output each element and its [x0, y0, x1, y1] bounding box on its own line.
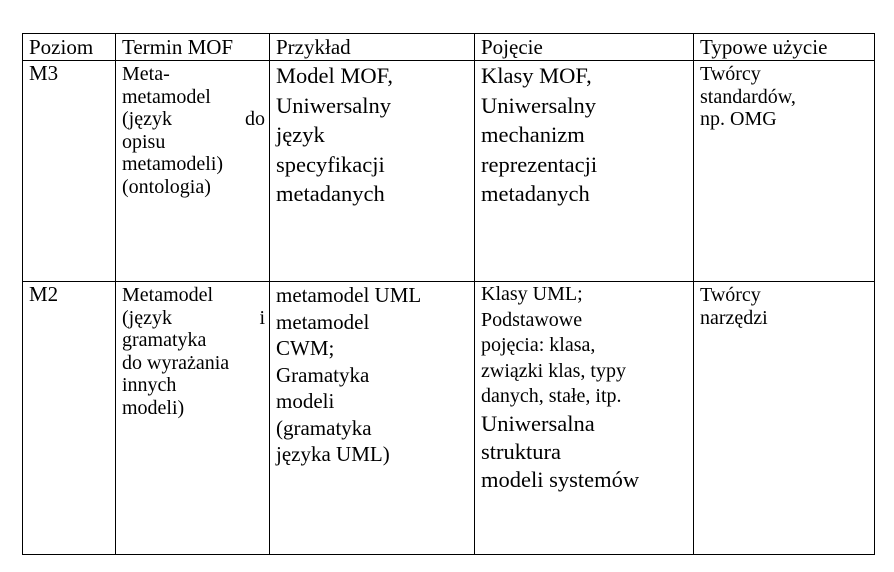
example-line: język: [276, 122, 325, 147]
usage-line: Twórcy: [700, 284, 761, 306]
table-row-m2: M2 Metamodel (język i gramatyka do wyraża…: [22, 281, 875, 555]
term-line: gramatyka: [122, 329, 207, 351]
concept-line: Uniwersalny: [481, 92, 596, 118]
concept-cell: Klasy UML; Podstawowe pojęcia: klasa, zw…: [474, 281, 694, 555]
table-row-m3: M3 Meta- metamodel (język do opisu metamo…: [22, 60, 875, 282]
term-line: (ontologia): [122, 175, 211, 198]
term-word: (język: [122, 306, 172, 329]
term-line: metamodeli): [122, 153, 224, 175]
header-row: Poziom Termin MOF Przykład Pojęcie Typow…: [22, 33, 875, 61]
concept-line: modeli systemów: [481, 466, 640, 492]
example-line: Model MOF,: [276, 63, 393, 88]
usage-cell: Twórcy standardów, np. OMG: [693, 60, 875, 282]
example-line: modeli: [276, 389, 335, 413]
example-line: metadanych: [276, 181, 385, 206]
example-line: języka UML): [276, 442, 390, 466]
term-line: metamodel: [122, 85, 211, 108]
concept-line: reprezentacji: [481, 151, 598, 177]
header-termin-mof: Termin MOF: [115, 33, 270, 61]
usage-cell: Twórcy narzędzi: [693, 281, 875, 555]
term-line: modeli): [122, 396, 185, 419]
term-word: (język: [122, 108, 172, 130]
example-line: Uniwersalny: [276, 92, 391, 118]
usage-line: narzędzi: [700, 306, 768, 329]
term-cell: Metamodel (język i gramatyka do wyrażania…: [115, 281, 270, 555]
concept-line: danych, stałe, itp.: [481, 385, 622, 407]
header-pojecie: Pojęcie: [474, 33, 694, 61]
usage-line: Twórcy: [700, 63, 761, 85]
term-word: i: [259, 306, 265, 329]
term-line: opisu: [122, 130, 166, 153]
header-typowe-uzycie: Typowe użycie: [693, 33, 875, 61]
example-line: specyfikacji: [276, 151, 385, 177]
usage-line: np. OMG: [700, 108, 777, 130]
concept-line: Uniwersalna: [481, 410, 595, 436]
term-line: (język i: [122, 307, 265, 330]
level-cell: M3: [22, 60, 116, 282]
example-cell: metamodel UML metamodel CWM; Gramatyka m…: [269, 281, 475, 555]
concept-line: Klasy MOF,: [481, 63, 592, 88]
term-line: innych: [122, 374, 177, 396]
term-cell: Meta- metamodel (język do opisu metamodel…: [115, 60, 270, 282]
concept-line: związki klas, typy: [481, 359, 626, 382]
usage-line: standardów,: [700, 85, 796, 108]
term-line: Metamodel: [122, 284, 214, 306]
term-line: (język do: [122, 108, 265, 131]
mof-levels-table: Poziom Termin MOF Przykład Pojęcie Typow…: [22, 33, 875, 555]
term-line: do wyrażania: [122, 351, 230, 374]
example-line: metamodel: [276, 309, 370, 334]
concept-cell: Klasy MOF, Uniwersalny mechanizm repreze…: [474, 60, 694, 282]
term-word: do: [245, 108, 265, 130]
header-poziom: Poziom: [22, 33, 116, 61]
concept-line: Klasy UML;: [481, 283, 583, 305]
header-przyklad: Przykład: [269, 33, 475, 61]
concept-line: pojęcia: klasa,: [481, 334, 596, 356]
example-line: Gramatyka: [276, 362, 370, 387]
concept-line: metadanych: [481, 181, 590, 206]
concept-line: Podstawowe: [481, 308, 583, 331]
example-line: (gramatyka: [276, 415, 372, 440]
term-line: Meta-: [122, 63, 170, 85]
concept-line: struktura: [481, 438, 561, 464]
example-cell: Model MOF, Uniwersalny język specyfikacj…: [269, 60, 475, 282]
level-cell: M2: [22, 281, 116, 555]
example-line: CWM;: [276, 336, 335, 360]
example-line: metamodel UML: [276, 283, 422, 307]
concept-line: mechanizm: [481, 122, 585, 147]
